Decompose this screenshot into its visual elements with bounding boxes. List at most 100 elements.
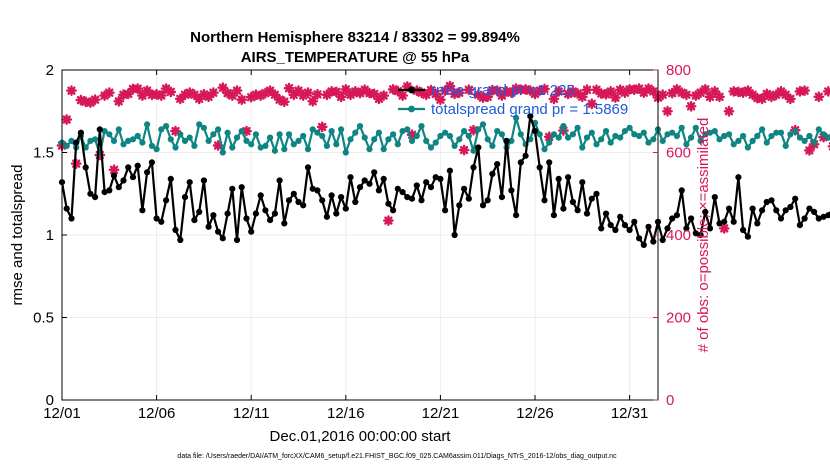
rmse-point	[811, 208, 818, 215]
rmse-point	[68, 215, 75, 222]
obs-marker-core	[456, 90, 462, 96]
rmse-point	[461, 185, 468, 192]
rmse-point	[371, 169, 378, 176]
spread-point	[763, 139, 770, 146]
spread-point	[101, 128, 108, 135]
obs-marker-core	[239, 97, 245, 103]
obs-marker-core	[69, 88, 74, 93]
spread-point	[163, 123, 170, 130]
spread-point	[787, 131, 794, 138]
obs-point	[241, 125, 252, 137]
rmse-point	[229, 185, 236, 192]
rmse-point	[281, 220, 288, 227]
rmse-point	[640, 241, 647, 248]
rmse-point	[456, 202, 463, 209]
obs-marker-core	[135, 86, 141, 91]
rmse-point	[555, 175, 562, 182]
spread-point	[300, 132, 307, 140]
spread-point	[262, 142, 269, 149]
spread-point	[588, 129, 595, 136]
spread-point	[290, 141, 297, 148]
rmse-point	[475, 144, 482, 151]
spread-point	[754, 132, 761, 140]
spread-point	[63, 142, 70, 149]
legend-swatch-point	[408, 105, 415, 113]
obs-point	[113, 95, 125, 107]
rmse-point	[134, 162, 141, 169]
obs-marker-core	[542, 86, 547, 92]
rmse-point	[432, 174, 439, 181]
rmse-point	[697, 231, 704, 239]
rmse-point	[796, 222, 804, 229]
obs-marker-core	[721, 226, 727, 231]
spread-point	[366, 146, 373, 153]
spread-point	[446, 132, 453, 140]
spread-point	[465, 132, 472, 140]
rmse-point	[725, 205, 733, 212]
rmse-point	[181, 194, 189, 201]
obs-marker-core	[717, 94, 722, 100]
obs-point	[539, 83, 550, 95]
rmse-point	[508, 187, 515, 194]
spread-point	[673, 132, 681, 140]
obs-point	[61, 114, 73, 125]
spread-point	[583, 134, 591, 141]
obs-marker-core	[788, 96, 793, 102]
spread-point	[153, 146, 160, 153]
rmse-point	[186, 179, 193, 186]
rmse-point	[215, 228, 222, 235]
spread-point	[442, 129, 449, 136]
obs-point	[136, 90, 148, 102]
obs-marker-core	[702, 87, 708, 92]
obs-marker-core	[764, 91, 770, 97]
obs-marker-core	[807, 148, 812, 153]
rmse-point	[607, 222, 614, 229]
obs-marker-core	[168, 89, 174, 95]
obs-marker-core	[215, 143, 221, 148]
y-tick-label-left: 2	[46, 62, 54, 79]
rmse-point	[759, 207, 766, 214]
obs-point	[264, 85, 276, 97]
spread-point	[87, 137, 94, 144]
obs-point	[548, 93, 560, 105]
obs-point	[231, 85, 243, 97]
rmse-point	[200, 177, 207, 184]
rmse-point	[650, 238, 657, 245]
spread-point	[768, 132, 775, 140]
spread-point	[626, 124, 633, 131]
rmse-point	[636, 235, 643, 242]
spread-point	[475, 126, 482, 133]
rmse-point	[361, 177, 368, 184]
spread-point	[342, 149, 349, 156]
obs-marker-core	[461, 147, 467, 153]
obs-marker-core	[404, 84, 410, 89]
rmse-point	[536, 164, 543, 171]
obs-point	[685, 100, 697, 112]
spread-point	[352, 129, 359, 136]
spread-point	[706, 129, 714, 136]
obs-point	[89, 94, 101, 106]
obs-point	[103, 87, 115, 99]
rmse-point	[285, 197, 293, 204]
obs-marker-core	[707, 94, 713, 100]
legend-label: rmse grand pr =1.225	[431, 82, 575, 99]
rmse-point	[621, 222, 629, 229]
obs-marker-core	[310, 98, 316, 104]
obs-marker-core	[546, 134, 552, 140]
obs-point	[293, 85, 304, 97]
spread-point	[129, 136, 137, 143]
spread-point	[815, 126, 822, 133]
spread-point	[711, 128, 718, 135]
rmse-point	[442, 207, 449, 214]
spread-point	[106, 131, 113, 138]
rmse-point	[716, 220, 723, 227]
spread-point	[598, 136, 605, 143]
rmse-point	[375, 187, 382, 194]
rmse-point	[484, 197, 491, 204]
obs-point	[435, 94, 446, 106]
spread-point	[631, 131, 638, 138]
rmse-point	[617, 213, 624, 220]
spread-point	[191, 142, 198, 149]
